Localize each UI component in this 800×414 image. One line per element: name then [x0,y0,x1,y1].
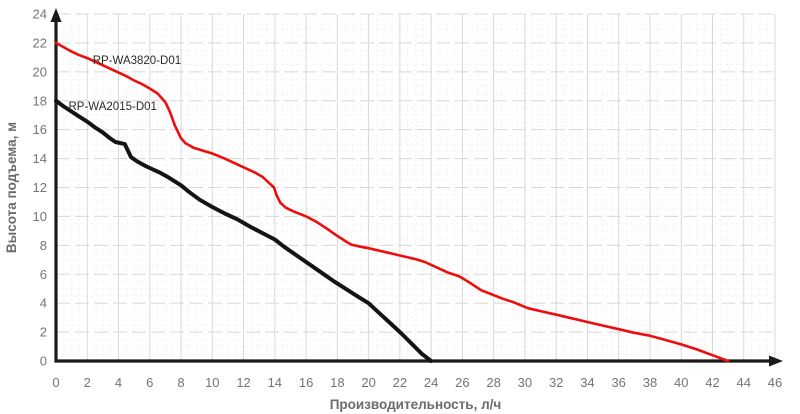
y-tick-label: 0 [40,354,47,369]
x-tick-label: 0 [52,375,59,390]
x-tick-label: 28 [486,375,500,390]
y-tick-label: 20 [33,64,47,79]
x-tick-label: 6 [146,375,153,390]
x-axis-arrowhead [769,355,783,367]
y-tick-label: 22 [33,35,47,50]
x-tick-label: 16 [299,375,313,390]
y-axis-title: Высота подъема, м [4,122,19,253]
x-axis-title: Производительность, л/ч [330,397,502,412]
y-tick-label: 10 [33,209,47,224]
grid-major [56,13,776,361]
x-tick-label: 14 [268,375,282,390]
y-tick-label: 16 [33,122,47,137]
series-line-rp-wa2015-d01 [54,98,434,363]
x-tick-label: 46 [768,375,782,390]
x-tick-label: 38 [643,375,657,390]
y-tick-label: 4 [40,296,47,311]
y-tick-label: 14 [33,151,47,166]
y-axis-arrowhead [50,8,62,22]
x-tick-label: 10 [205,375,219,390]
x-tick-label: 34 [580,375,594,390]
y-tick-label: 2 [40,325,47,340]
series-line-rp-wa3820-d01 [54,41,730,363]
x-tick-label: 2 [84,375,91,390]
y-tick-label: 24 [33,7,47,22]
y-tick-label: 18 [33,93,47,108]
x-tick-labels: 0 2 4 6 8 10 12 14 16 18 20 22 24 26 28 30 32 34 36 38 40 42 4… [52,375,782,390]
x-tick-label: 30 [518,375,532,390]
y-tick-label: 12 [33,180,47,195]
x-tick-label: 26 [455,375,469,390]
y-tick-label: 6 [40,267,47,282]
x-tick-label: 18 [330,375,344,390]
x-tick-label: 4 [115,375,122,390]
x-tick-label: 12 [236,375,250,390]
x-tick-label: 24 [424,375,438,390]
x-tick-label: 32 [549,375,563,390]
x-tick-label: 42 [705,375,719,390]
x-tick-label: 22 [393,375,407,390]
series-label-rp-wa2015-d01: RP-WA2015-D01 [69,101,157,113]
series-label-rp-wa3820-d01: RP-WA3820-D01 [93,55,181,67]
x-tick-label: 36 [611,375,625,390]
y-tick-label: 8 [40,238,47,253]
x-tick-label: 44 [737,375,751,390]
x-tick-label: 20 [361,375,375,390]
x-tick-label: 40 [674,375,688,390]
x-tick-label: 8 [177,375,184,390]
